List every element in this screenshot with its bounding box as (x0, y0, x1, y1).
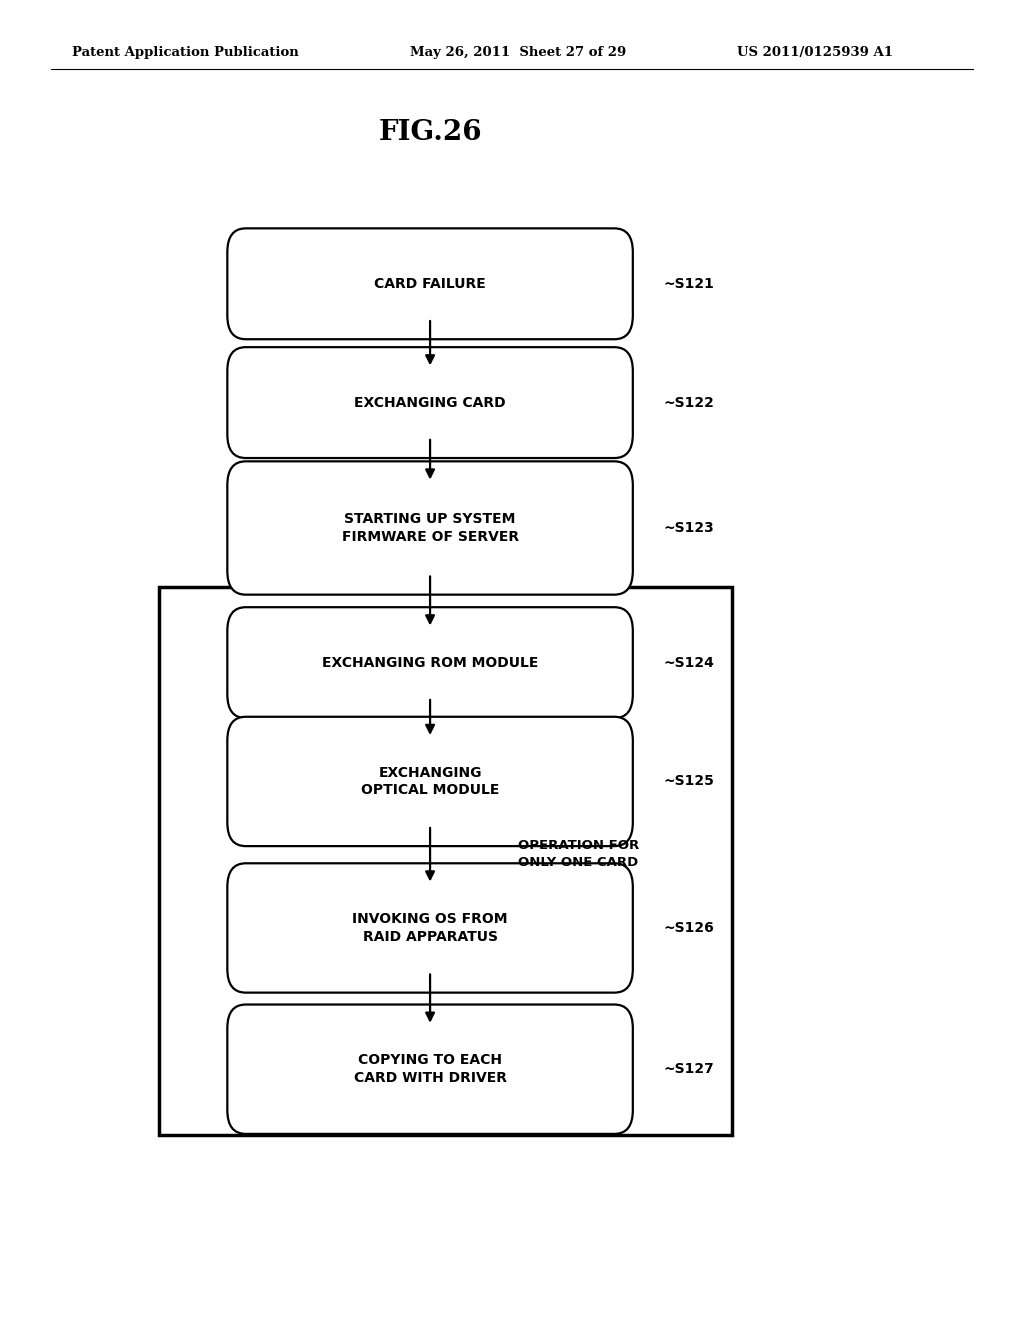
Text: Patent Application Publication: Patent Application Publication (72, 46, 298, 59)
Text: US 2011/0125939 A1: US 2011/0125939 A1 (737, 46, 893, 59)
FancyBboxPatch shape (227, 607, 633, 718)
FancyBboxPatch shape (227, 717, 633, 846)
FancyBboxPatch shape (227, 863, 633, 993)
FancyArrowPatch shape (426, 440, 434, 478)
Text: COPYING TO EACH
CARD WITH DRIVER: COPYING TO EACH CARD WITH DRIVER (353, 1053, 507, 1085)
Text: CARD FAILURE: CARD FAILURE (374, 277, 486, 290)
FancyArrowPatch shape (426, 974, 434, 1020)
Text: ~S126: ~S126 (664, 921, 715, 935)
Text: ~S122: ~S122 (664, 396, 715, 409)
FancyBboxPatch shape (227, 228, 633, 339)
FancyBboxPatch shape (227, 347, 633, 458)
FancyArrowPatch shape (426, 828, 434, 879)
Text: ~S121: ~S121 (664, 277, 715, 290)
FancyBboxPatch shape (227, 1005, 633, 1134)
FancyBboxPatch shape (227, 462, 633, 594)
Text: ~S125: ~S125 (664, 775, 715, 788)
Text: ~S123: ~S123 (664, 521, 715, 535)
FancyArrowPatch shape (426, 321, 434, 363)
Text: EXCHANGING CARD: EXCHANGING CARD (354, 396, 506, 409)
Text: ~S124: ~S124 (664, 656, 715, 669)
FancyArrowPatch shape (426, 700, 434, 733)
FancyArrowPatch shape (426, 577, 434, 623)
Text: FIG.26: FIG.26 (378, 119, 482, 145)
Text: STARTING UP SYSTEM
FIRMWARE OF SERVER: STARTING UP SYSTEM FIRMWARE OF SERVER (342, 512, 518, 544)
Text: EXCHANGING ROM MODULE: EXCHANGING ROM MODULE (322, 656, 539, 669)
Text: OPERATION FOR
ONLY ONE CARD: OPERATION FOR ONLY ONE CARD (518, 840, 639, 869)
FancyBboxPatch shape (159, 587, 732, 1135)
Text: EXCHANGING
OPTICAL MODULE: EXCHANGING OPTICAL MODULE (360, 766, 500, 797)
Text: May 26, 2011  Sheet 27 of 29: May 26, 2011 Sheet 27 of 29 (410, 46, 626, 59)
Text: ~S127: ~S127 (664, 1063, 715, 1076)
Text: INVOKING OS FROM
RAID APPARATUS: INVOKING OS FROM RAID APPARATUS (352, 912, 508, 944)
